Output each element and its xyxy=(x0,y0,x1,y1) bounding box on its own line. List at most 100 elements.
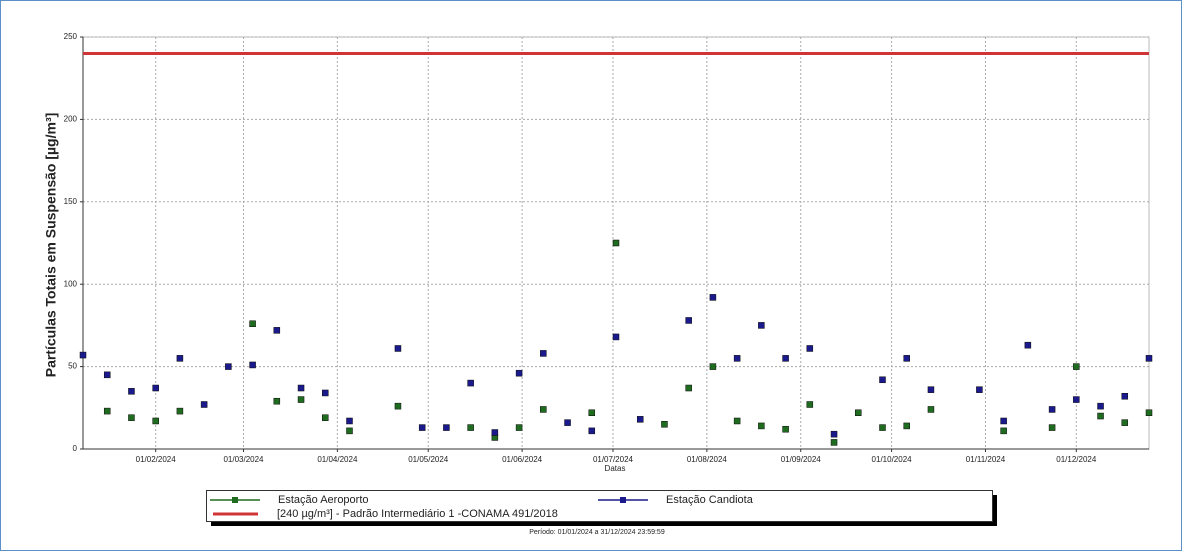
x-tick-label: 01/11/2024 xyxy=(966,455,1006,464)
x-tick-label: 01/08/2024 xyxy=(687,455,728,464)
point xyxy=(588,409,596,416)
point xyxy=(200,401,208,408)
point xyxy=(297,396,305,403)
point xyxy=(879,376,886,384)
point xyxy=(806,345,814,352)
x-tick-label: 01/06/2024 xyxy=(502,455,543,464)
point xyxy=(1073,396,1080,403)
point xyxy=(176,355,184,362)
y-tick-label: 0 xyxy=(73,444,78,453)
footer: Período: 01/01/2024 a 31/12/2024 23:59:5… xyxy=(529,529,665,536)
point xyxy=(1097,402,1104,410)
point xyxy=(273,397,281,405)
y-tick-label: 200 xyxy=(64,115,78,124)
point xyxy=(540,350,547,357)
point xyxy=(661,421,668,428)
point xyxy=(855,409,862,416)
point xyxy=(709,363,717,370)
point xyxy=(903,422,910,430)
point xyxy=(1097,412,1104,420)
point xyxy=(564,419,571,426)
point xyxy=(588,427,596,435)
point xyxy=(830,430,838,438)
point xyxy=(733,417,741,425)
point xyxy=(467,379,474,387)
point xyxy=(103,371,111,379)
point xyxy=(322,389,329,397)
point xyxy=(758,322,765,329)
point xyxy=(685,384,692,392)
x-tick-label: 01/05/2024 xyxy=(408,455,449,464)
legend-marker xyxy=(620,497,626,503)
point xyxy=(782,425,789,433)
x-tick-label: 01/09/2024 xyxy=(781,455,822,464)
x-tick-label: 01/10/2024 xyxy=(872,455,913,464)
point xyxy=(709,294,717,301)
point xyxy=(879,424,886,431)
x-axis-label: Datas xyxy=(605,464,626,473)
point xyxy=(152,417,159,425)
point xyxy=(685,317,692,324)
point xyxy=(1145,409,1153,416)
point xyxy=(612,333,620,341)
legend-label: Estação Aeroporto xyxy=(278,494,369,506)
point xyxy=(515,369,523,377)
legend-marker xyxy=(232,497,238,503)
point xyxy=(927,406,935,413)
point xyxy=(322,414,329,421)
point xyxy=(128,414,135,421)
x-tick-label: 01/07/2024 xyxy=(593,455,634,464)
point xyxy=(806,401,814,408)
point xyxy=(1024,341,1032,349)
point xyxy=(346,417,353,425)
point xyxy=(394,345,402,352)
legend-box xyxy=(206,490,993,522)
x-tick-label: 01/02/2024 xyxy=(136,455,177,464)
point xyxy=(176,407,184,415)
point xyxy=(1121,393,1129,400)
point xyxy=(249,361,256,369)
y-tick-label: 250 xyxy=(64,32,78,41)
y-tick-label: 100 xyxy=(64,279,78,288)
y-tick-label: 50 xyxy=(68,362,77,371)
y-axis-label: Partículas Totais em Suspensão [µg/m³] xyxy=(43,113,59,378)
point xyxy=(128,388,135,395)
point xyxy=(443,424,450,431)
point xyxy=(225,363,232,370)
legend-label: Estação Candiota xyxy=(666,494,754,506)
point xyxy=(1048,406,1056,413)
legend-label: [240 µg/m³] - Padrão Intermediário 1 -CO… xyxy=(277,508,558,520)
point xyxy=(152,384,159,392)
point xyxy=(297,384,305,392)
point xyxy=(976,386,983,393)
point xyxy=(1000,427,1007,435)
point xyxy=(467,424,474,431)
point xyxy=(1048,424,1056,431)
point xyxy=(830,439,838,446)
point xyxy=(733,355,741,362)
point xyxy=(1000,417,1007,425)
x-tick-label: 01/12/2024 xyxy=(1056,455,1097,464)
point xyxy=(540,406,547,413)
point xyxy=(273,327,281,334)
point xyxy=(418,424,426,431)
point xyxy=(636,416,644,423)
y-tick-label: 150 xyxy=(64,197,78,206)
point xyxy=(79,351,87,359)
point xyxy=(927,386,935,393)
point xyxy=(1073,363,1080,370)
point xyxy=(515,424,523,431)
point xyxy=(103,407,111,415)
point xyxy=(612,239,620,247)
x-tick-label: 01/03/2024 xyxy=(223,455,264,464)
point xyxy=(758,422,765,430)
point xyxy=(346,427,353,435)
x-tick-label: 01/04/2024 xyxy=(317,455,358,464)
point xyxy=(249,320,256,328)
point xyxy=(1145,355,1153,362)
point xyxy=(394,402,402,410)
point xyxy=(1121,419,1129,426)
point xyxy=(782,355,789,362)
point xyxy=(491,429,499,436)
